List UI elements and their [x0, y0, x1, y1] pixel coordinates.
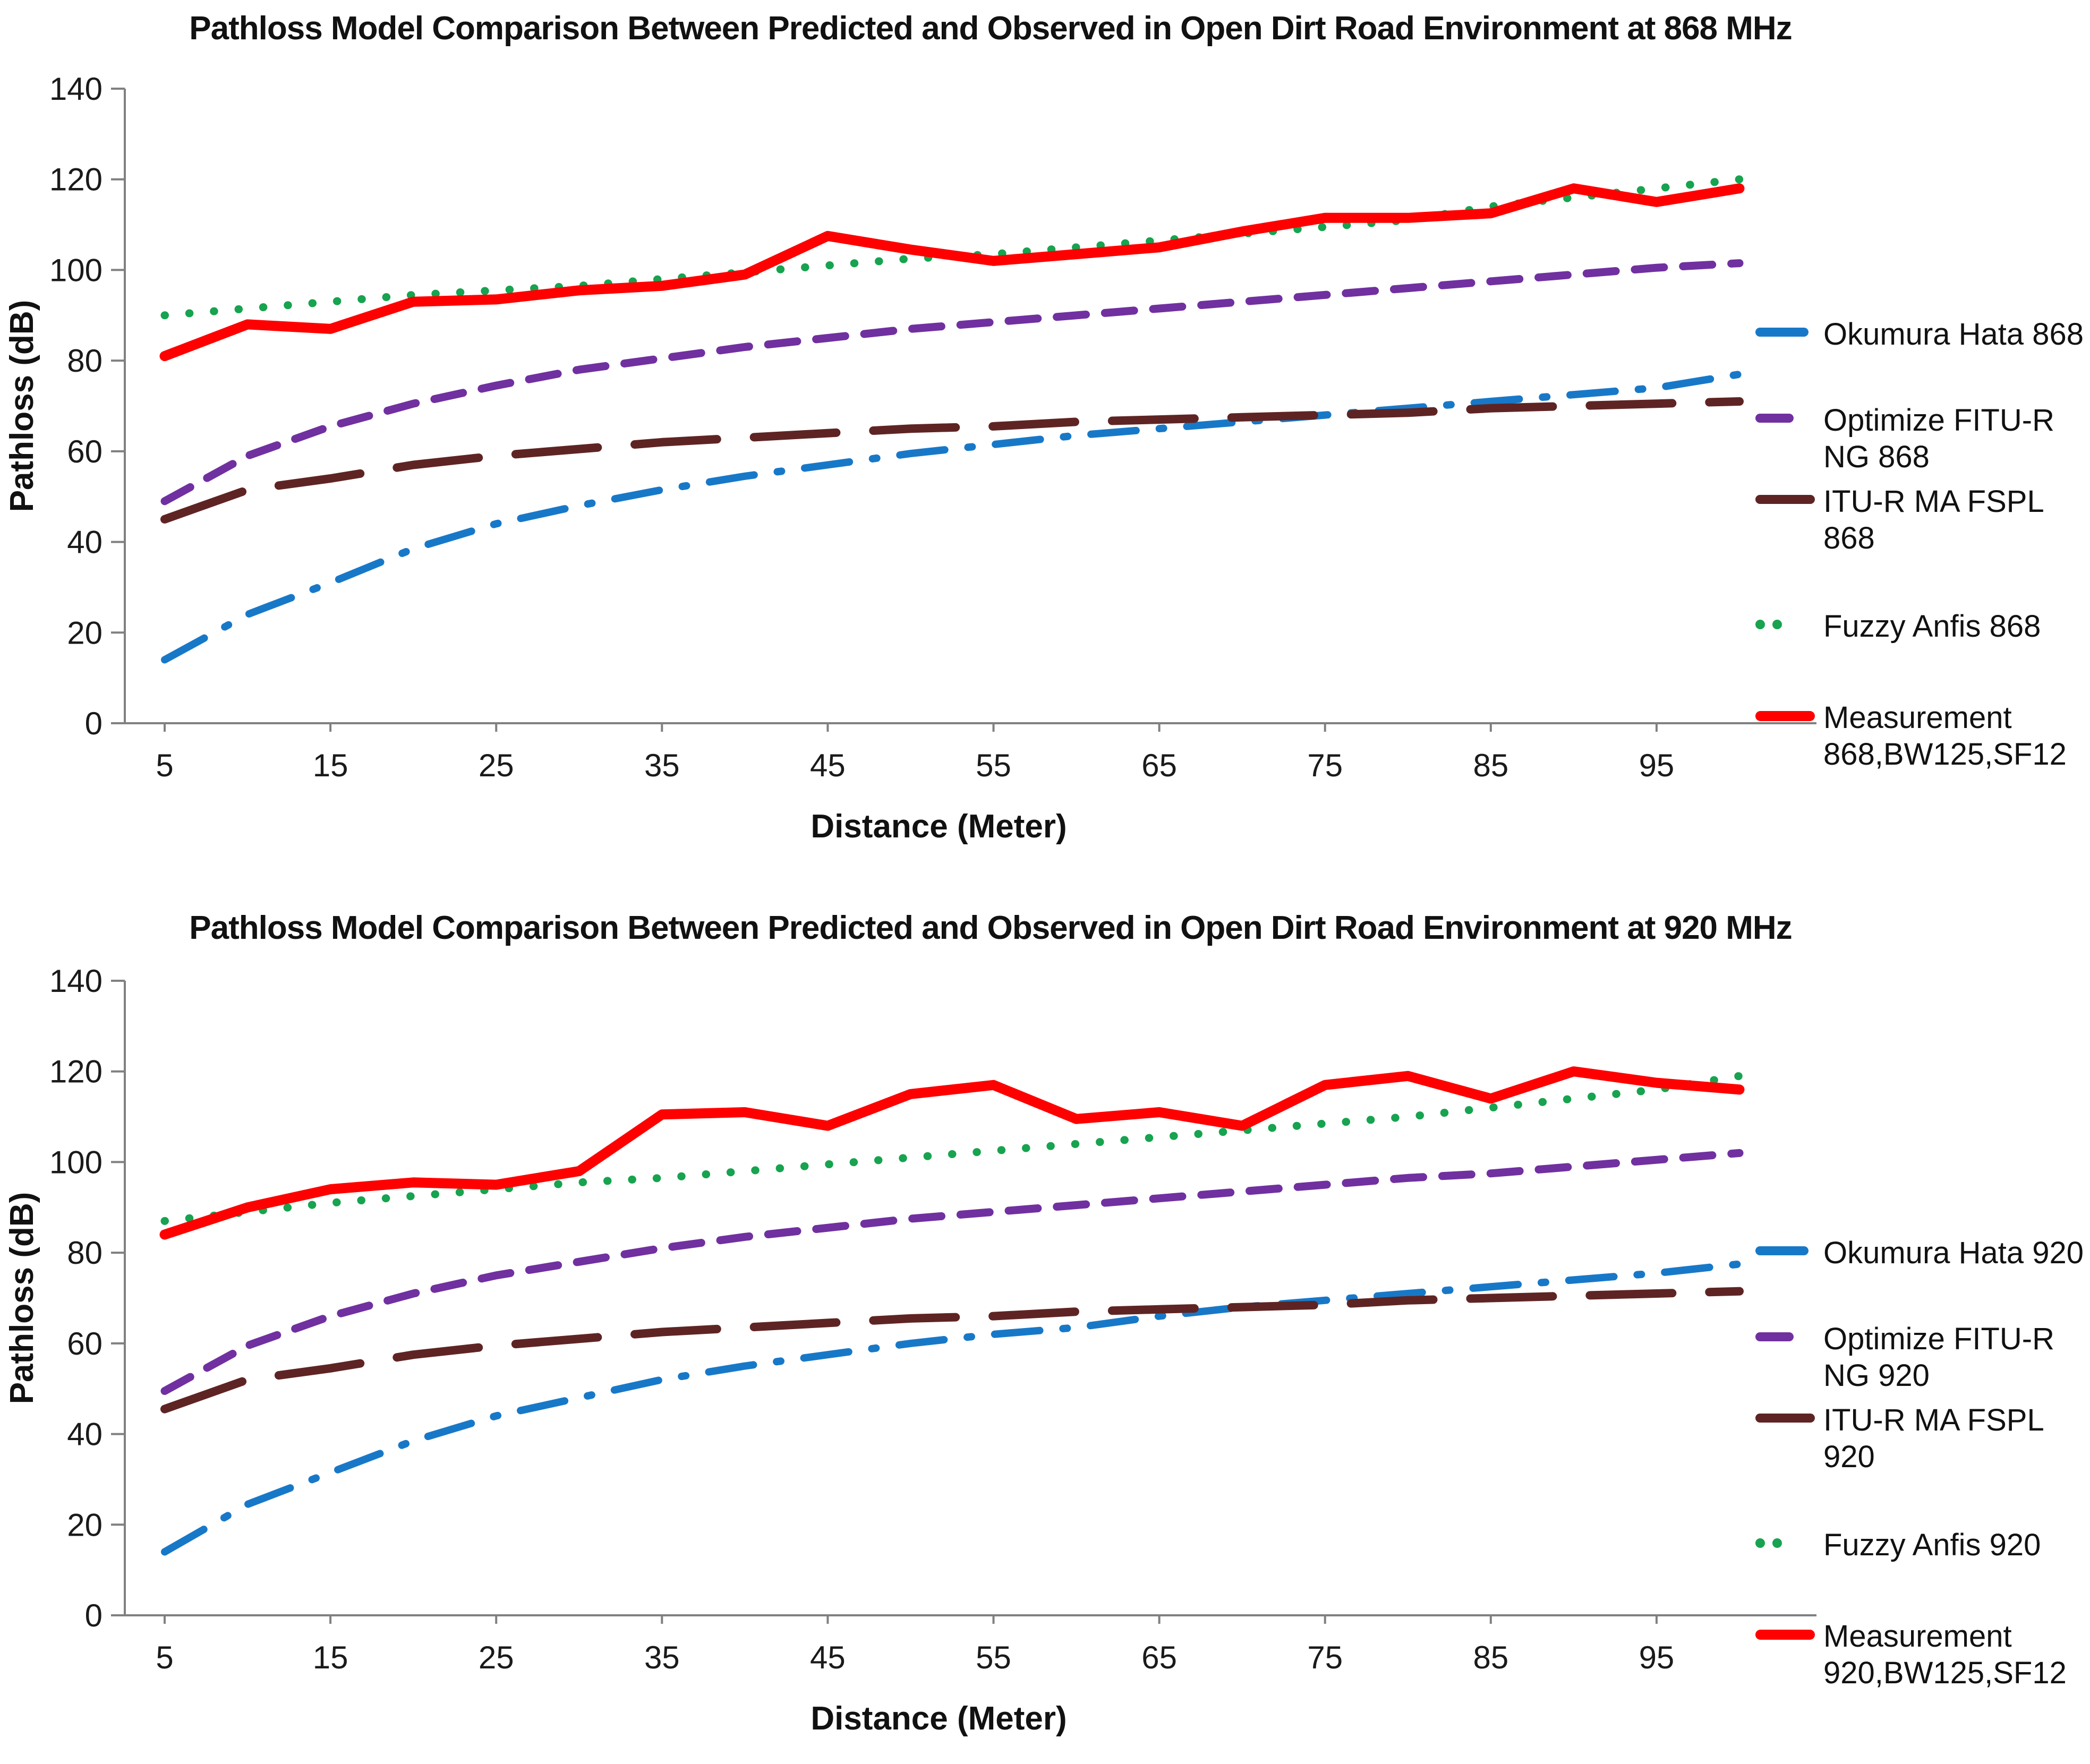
y-tick-label: 40: [67, 1417, 103, 1452]
y-tick-label: 20: [67, 615, 103, 650]
y-tick-label: 40: [67, 525, 103, 560]
legend-item-fuzzy-anfis-868: Fuzzy Anfis 868: [1755, 608, 2087, 645]
legend-key-dashdot-icon: [1755, 316, 1823, 337]
chart-868mhz: Pathloss Model Comparison Between Predic…: [0, 0, 2090, 881]
legend-label: Okumura Hata 920: [1823, 1236, 2084, 1270]
x-tick-label: 65: [1141, 1640, 1177, 1675]
x-tick-label: 5: [156, 1640, 173, 1675]
x-tick-label: 75: [1307, 1640, 1343, 1675]
legend-item-measurement-920-bw125-sf12: Measurement 920,BW125,SF12: [1755, 1618, 2087, 1692]
legend-label: Fuzzy Anfis 920: [1823, 1527, 2041, 1562]
legend-item-optimize-fitu-r-ng-868: Optimize FITU-R NG 868: [1755, 402, 2087, 476]
x-tick-label: 5: [156, 748, 173, 783]
legend-bar-icon: [1755, 413, 1794, 423]
x-tick-label: 25: [479, 748, 514, 783]
chart-title-868: Pathloss Model Comparison Between Predic…: [189, 10, 1792, 47]
y-tick-label: 140: [49, 963, 103, 999]
fuzzy-anfis-868-line: [160, 175, 1744, 320]
legend-item-optimize-fitu-r-ng-920: Optimize FITU-R NG 920: [1755, 1321, 2087, 1394]
y-tick-label: 60: [67, 434, 103, 469]
y-tick-label: 60: [67, 1326, 103, 1361]
x-tick-label: 85: [1473, 748, 1508, 783]
y-tick-label: 80: [67, 1235, 103, 1271]
legend-label: Measurement 920,BW125,SF12: [1823, 1619, 2067, 1691]
legend-label: Fuzzy Anfis 868: [1823, 609, 2041, 644]
legend-key-dashdot-icon: [1755, 1235, 1823, 1255]
y-axis-title: Pathloss (dB): [4, 1192, 40, 1405]
x-tick-label: 55: [976, 1640, 1011, 1675]
x-tick-label: 55: [976, 748, 1011, 783]
chart-title-920: Pathloss Model Comparison Between Predic…: [189, 910, 1792, 946]
legend-bar-icon: [1755, 1629, 1815, 1640]
y-tick-label: 100: [49, 252, 103, 288]
legend-item-okumura-hata-920: Okumura Hata 920: [1755, 1235, 2087, 1272]
legend-bar-icon: [1755, 494, 1815, 504]
y-tick-label: 100: [49, 1144, 103, 1180]
legend-key-dash-icon: [1755, 1321, 1823, 1341]
x-tick-label: 85: [1473, 1640, 1508, 1675]
legend-item-measurement-868-bw125-sf12: Measurement 868,BW125,SF12: [1755, 699, 2087, 773]
legend-bar-icon: [1755, 328, 1809, 337]
okumura-hata-920-line: [161, 1260, 1743, 1556]
legend-key-longdash-icon: [1755, 483, 1823, 504]
x-tick-label: 15: [313, 748, 348, 783]
y-tick-label: 140: [49, 71, 103, 107]
x-tick-label: 15: [313, 1640, 348, 1675]
fuzzy-anfis-920-line: [160, 1072, 1744, 1225]
legend-bar-icon: [1755, 1332, 1794, 1341]
y-tick-label: 120: [49, 162, 103, 198]
legend-label: Okumura Hata 868: [1823, 317, 2084, 352]
y-tick-label: 0: [85, 706, 103, 741]
legend-dot-icon: [1772, 1538, 1782, 1548]
x-tick-label: 95: [1639, 748, 1675, 783]
x-tick-label: 35: [644, 748, 680, 783]
plot-area-868: 0 20 40 60 80 100 120 140 5 15 25 35 45 55 65 75 85 95 Dis…: [4, 71, 1816, 845]
legend-label: Optimize FITU-R NG 868: [1823, 403, 2054, 475]
x-axis-title: Distance (Meter): [811, 808, 1067, 845]
legend-label: Optimize FITU-R NG 920: [1823, 1321, 2054, 1393]
legend-bar-icon: [1755, 710, 1815, 721]
measurement-920-bw125-sf12-line: [159, 1066, 1745, 1240]
legend-920: Okumura Hata 920 Optimize FITU-R NG 920 IT…: [1755, 1235, 2087, 1692]
legend-dot-icon: [1755, 1538, 1765, 1548]
x-tick-label: 95: [1639, 1640, 1675, 1675]
plot-area-920: 0 20 40 60 80 100 120 140 5 15 25 35 45 55 65 75 85 95 Dis…: [4, 963, 1816, 1737]
measurement-868-bw125-sf12-line: [159, 183, 1745, 362]
x-tick-label: 25: [479, 1640, 514, 1675]
y-axis-title: Pathloss (dB): [4, 300, 40, 512]
legend-key-dash-icon: [1755, 402, 1823, 423]
y-tick-label: 80: [67, 343, 103, 379]
chart-920mhz: Pathloss Model Comparison Between Predic…: [0, 881, 2090, 1749]
y-tick-label: 120: [49, 1054, 103, 1090]
legend-bar-icon: [1755, 1246, 1809, 1255]
legend-868: Okumura Hata 868 Optimize FITU-R NG 868 IT…: [1755, 316, 2087, 773]
legend-label: ITU-R MA FSPL 920: [1823, 1402, 2043, 1475]
legend-label: Measurement 868,BW125,SF12: [1823, 700, 2067, 772]
y-tick-label: 0: [85, 1598, 103, 1633]
legend-item-itu-r-ma-fspl-920: ITU-R MA FSPL 920: [1755, 1402, 2087, 1476]
y-tick-label: 20: [67, 1507, 103, 1543]
legend-dot-icon: [1772, 619, 1782, 629]
legend-key-longdash-icon: [1755, 1402, 1823, 1423]
x-tick-label: 65: [1141, 748, 1177, 783]
itu-r-ma-fspl-868-line: [160, 397, 1744, 524]
x-tick-label: 35: [644, 1640, 680, 1675]
x-tick-label: 45: [810, 748, 846, 783]
legend-item-fuzzy-anfis-920: Fuzzy Anfis 920: [1755, 1527, 2087, 1564]
okumura-hata-868-line: [161, 370, 1743, 664]
legend-bar-icon: [1755, 1413, 1815, 1423]
legend-item-itu-r-ma-fspl-868: ITU-R MA FSPL 868: [1755, 483, 2087, 557]
x-tick-label: 45: [810, 1640, 846, 1675]
legend-item-okumura-hata-868: Okumura Hata 868: [1755, 316, 2087, 353]
legend-key-dot-icon: [1755, 608, 1823, 629]
legend-label: ITU-R MA FSPL 868: [1823, 484, 2043, 556]
legend-key-dot-icon: [1755, 1527, 1823, 1548]
legend-key-solid-icon: [1755, 1618, 1823, 1640]
legend-key-solid-icon: [1755, 699, 1823, 721]
x-tick-label: 75: [1307, 748, 1343, 783]
legend-dot-icon: [1755, 619, 1765, 629]
itu-r-ma-fspl-920-line: [160, 1287, 1744, 1414]
x-axis-title: Distance (Meter): [811, 1700, 1067, 1737]
